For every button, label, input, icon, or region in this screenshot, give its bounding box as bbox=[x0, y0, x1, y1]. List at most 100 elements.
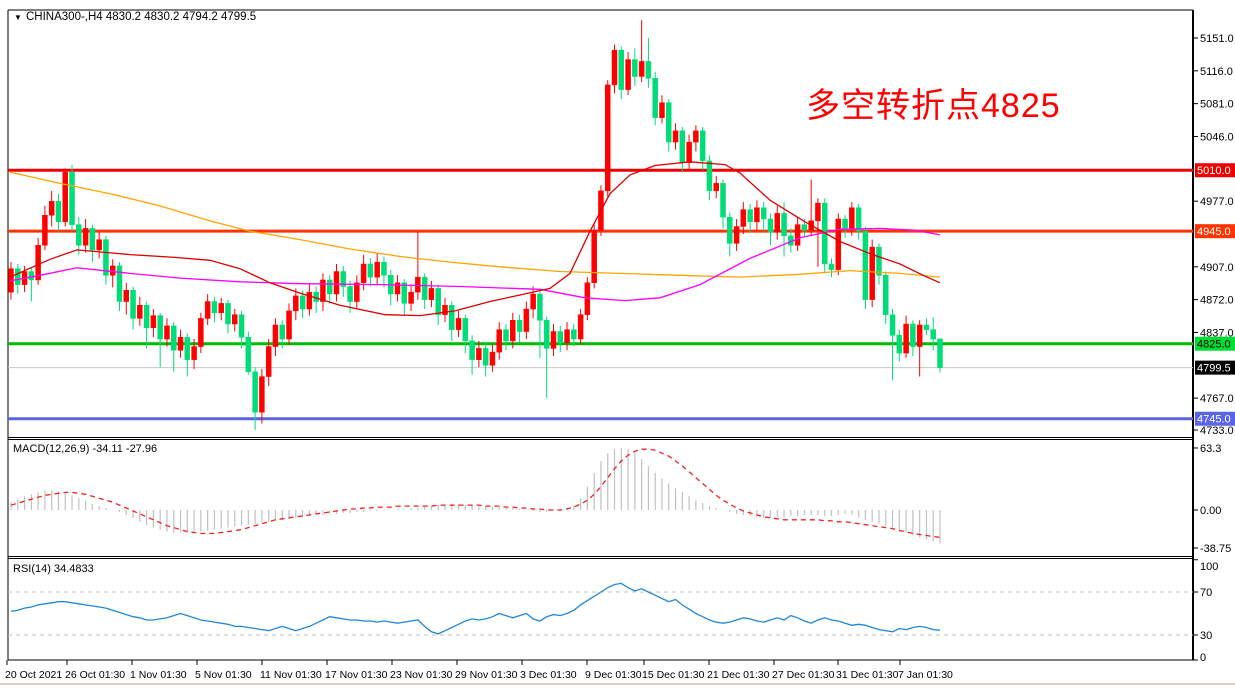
candle-up bbox=[611, 49, 618, 86]
candle-up bbox=[496, 329, 502, 353]
macd-label: MACD(12,26,9) -34.11 -27.96 bbox=[13, 443, 157, 455]
price-tick-label: 5151.0 bbox=[1200, 33, 1234, 45]
ma-mid-magenta bbox=[9, 227, 941, 302]
price-tick-label: 4733.0 bbox=[1200, 425, 1234, 437]
macd-tick-label: 63.3 bbox=[1200, 443, 1221, 455]
candle-up bbox=[530, 293, 536, 310]
candle-down bbox=[571, 329, 577, 340]
candle-up bbox=[164, 325, 170, 340]
candle-up bbox=[638, 61, 645, 77]
candle-up bbox=[713, 183, 719, 192]
candle-down bbox=[225, 303, 231, 325]
candle-up bbox=[293, 295, 299, 312]
price-badge-label: 5010.0 bbox=[1197, 165, 1231, 177]
macd-panel: MACD(12,26,9) -34.11 -27.96 63.3 0.00 -38.7… bbox=[10, 443, 1231, 555]
candle-down bbox=[801, 224, 808, 231]
candle-up bbox=[455, 318, 462, 330]
price-badge-4745.0 bbox=[1195, 411, 1235, 426]
candle-up bbox=[123, 290, 130, 302]
price-tick-label: 4837.0 bbox=[1200, 327, 1234, 339]
candle-up bbox=[564, 329, 570, 344]
candle-down bbox=[767, 218, 774, 233]
candle-down bbox=[421, 276, 428, 300]
candle-up bbox=[35, 245, 41, 281]
candle-up bbox=[733, 226, 740, 244]
candle-up bbox=[476, 348, 482, 360]
candle-down bbox=[482, 348, 489, 366]
candle-down bbox=[103, 239, 109, 276]
candle-down bbox=[855, 207, 862, 232]
candle-up bbox=[272, 324, 279, 347]
candle-down bbox=[116, 265, 123, 302]
annotation-text[interactable]: 多空转折点4825 bbox=[806, 87, 1061, 125]
candle-down bbox=[252, 371, 258, 413]
candle-down bbox=[727, 216, 733, 244]
macd-tick-label: 0.00 bbox=[1200, 505, 1221, 517]
rsi-line bbox=[10, 582, 941, 635]
time-label: 7 Jan 01:30 bbox=[898, 669, 953, 681]
candle-down bbox=[367, 263, 374, 278]
candle-down bbox=[89, 228, 96, 251]
candle-down bbox=[462, 318, 469, 342]
candle-up bbox=[198, 318, 204, 347]
macd-tick-label: -38.75 bbox=[1200, 543, 1231, 555]
candle-up bbox=[286, 310, 292, 340]
candle-up bbox=[774, 213, 781, 233]
candle-up bbox=[109, 265, 116, 276]
candle-up bbox=[604, 84, 611, 192]
candle-down bbox=[876, 246, 882, 276]
candle-down bbox=[666, 102, 672, 143]
horizontal-level-lines bbox=[8, 168, 1193, 421]
price-tick-label: 5046.0 bbox=[1200, 131, 1234, 143]
candle-down bbox=[889, 314, 896, 336]
time-label: 11 Nov 01:30 bbox=[260, 669, 322, 681]
time-label: 3 Dec 01:30 bbox=[520, 669, 577, 681]
candle-down bbox=[299, 295, 306, 310]
candle-down bbox=[828, 263, 835, 270]
candle-up bbox=[686, 141, 692, 163]
candle-up bbox=[415, 276, 421, 293]
candle-up bbox=[408, 291, 414, 304]
time-label: 26 Oct 01:30 bbox=[65, 669, 125, 681]
candle-down bbox=[157, 315, 163, 340]
candle-up bbox=[42, 214, 48, 246]
candle-down bbox=[537, 293, 543, 321]
candle-up bbox=[693, 130, 699, 143]
price-badge-4799.5 bbox=[1195, 360, 1235, 375]
candle-down bbox=[937, 338, 943, 368]
candle-down bbox=[516, 320, 523, 332]
price-axis: 5151.0 5116.0 5081.0 5046.0 4977.0 4907.0 4872… bbox=[1193, 33, 1235, 437]
rsi-tick-label: 30 bbox=[1200, 630, 1212, 642]
candle-up bbox=[672, 130, 679, 143]
symbol-dropdown-icon[interactable]: ▼ bbox=[14, 13, 22, 22]
candle-down bbox=[69, 171, 75, 225]
candle-down bbox=[170, 325, 177, 351]
macd-signal-line bbox=[10, 448, 941, 539]
price-badge-label: 4745.0 bbox=[1197, 414, 1231, 426]
candle-up bbox=[428, 288, 435, 300]
candle-up bbox=[265, 346, 272, 377]
candle-down bbox=[55, 200, 62, 223]
price-tick-label: 4977.0 bbox=[1200, 196, 1234, 208]
time-label: 29 Nov 01:30 bbox=[455, 669, 518, 681]
price-tick-label: 4767.0 bbox=[1200, 393, 1234, 405]
moving-averages bbox=[9, 161, 941, 317]
candle-up bbox=[191, 346, 197, 360]
rsi-tick-label: 70 bbox=[1200, 587, 1212, 599]
candle-down bbox=[862, 230, 869, 300]
price-badge-label: 4945.0 bbox=[1197, 226, 1231, 238]
chart-title: CHINA300-,H4 4830.2 4830.2 4794.2 4799.5 bbox=[26, 11, 256, 23]
time-label: 20 Oct 2021 bbox=[5, 669, 62, 681]
candle-down bbox=[618, 49, 625, 90]
ma-slow-orange bbox=[9, 171, 941, 278]
candle-up bbox=[48, 200, 55, 216]
candle-up bbox=[869, 246, 875, 300]
chart-header: ▼ CHINA300-,H4 4830.2 4830.2 4794.2 4799.… bbox=[14, 11, 256, 23]
candle-down bbox=[340, 271, 347, 287]
rsi-label: RSI(14) 34.4833 bbox=[13, 563, 94, 575]
candle-up bbox=[137, 305, 143, 319]
candle-down bbox=[896, 335, 903, 354]
candle-down bbox=[449, 305, 455, 330]
candle-down bbox=[679, 130, 686, 163]
candle-up bbox=[835, 218, 842, 270]
